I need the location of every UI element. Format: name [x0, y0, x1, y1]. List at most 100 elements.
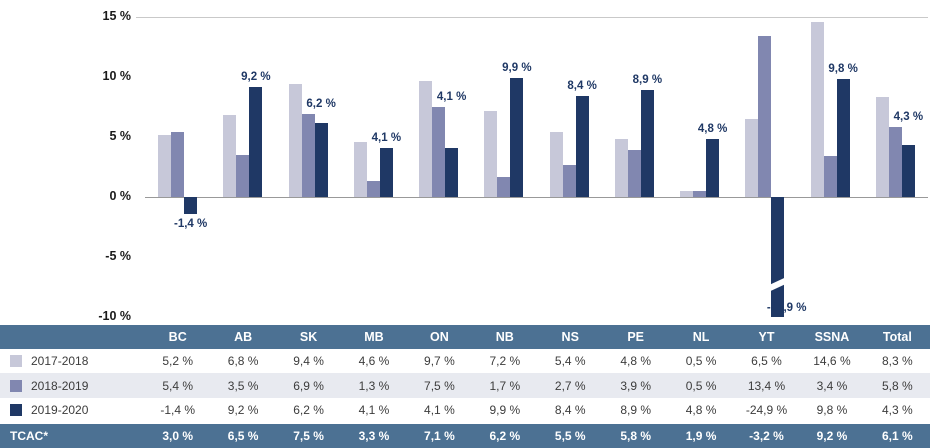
column-header-total: Total — [882, 330, 912, 345]
row-label-cell: 2018-2019 — [0, 373, 145, 397]
bar-2017-2018-pe — [614, 139, 628, 197]
bar-value-label: -24,9 % — [766, 302, 807, 314]
bar-2019-2020-ssna — [836, 79, 850, 197]
bar-2018-2019-ssna — [823, 156, 837, 197]
bar-group-ab: 9,2 % — [210, 17, 275, 317]
y-axis-tick-label: 10 % — [102, 69, 132, 83]
bar-group-total: 4,3 % — [863, 17, 928, 317]
y-axis: 15 % 10 % 5 % 0 % -5 % -10 % — [0, 0, 135, 325]
bar-2017-2018-ns — [549, 132, 563, 197]
bar-value-label: 9,8 % — [828, 63, 858, 76]
bar-2018-2019-sk — [301, 114, 315, 197]
bar-group-on: 4,1 % — [406, 17, 471, 317]
bar-group-ns: 8,4 % — [537, 17, 602, 317]
bar-2018-2019-nl — [693, 191, 707, 197]
bar-value-label: -1,4 % — [173, 217, 208, 230]
table-cell: 3,3 % — [358, 428, 390, 443]
bar-2018-2019-pe — [627, 150, 641, 197]
bar-2019-2020-nb — [510, 78, 524, 197]
bar-group-nb: 9,9 % — [471, 17, 536, 317]
table-cell: 1,3 % — [358, 378, 390, 393]
bar-2017-2018-yt — [745, 119, 759, 197]
table-cell: 7,5 % — [424, 378, 455, 393]
zero-axis-line — [145, 197, 928, 198]
table-row-2019-2020: 2019-2020 -1,4 % 9,2 % 6,2 % 4,1 % 4,1 % 9,9 %… — [0, 397, 930, 422]
y-axis-tick-label: -5 % — [105, 249, 131, 263]
column-header-pe: PE — [627, 330, 644, 345]
bar-value-label: 6,2 % — [306, 98, 336, 111]
bar-value-label: 9,2 % — [241, 70, 271, 83]
table-cell: 6,9 % — [293, 378, 324, 393]
row-label: TCAC* — [10, 428, 48, 443]
row-label-cell: TCAC* — [0, 424, 145, 448]
table-cell: 5,4 % — [554, 354, 586, 369]
column-header-nl: NL — [692, 330, 710, 345]
table-cell: 7,1 % — [424, 428, 455, 443]
table-cell: 9,7 % — [424, 354, 455, 369]
table-cell: 4,3 % — [882, 402, 913, 417]
bar-2017-2018-ssna — [810, 21, 824, 197]
column-header-sk: SK — [299, 330, 318, 345]
bar-group-bc: -1,4 % — [145, 17, 210, 317]
table-cell: 6,2 % — [293, 402, 324, 417]
table-cell: 9,4 % — [293, 354, 324, 369]
bar-2018-2019-nb — [497, 176, 511, 197]
bar-value-label: 4,3 % — [893, 111, 924, 124]
bar-value-label: 4,1 % — [371, 131, 402, 144]
table-cell: 5,4 % — [162, 378, 194, 393]
table-cell: 4,8 % — [685, 402, 717, 417]
grouped-bar-chart: 15 % 10 % 5 % 0 % -5 % -10 % -1,4 % 9,2 % 6,2 %… — [0, 0, 928, 325]
legend-swatch — [10, 379, 22, 392]
bar-2019-2020-on — [445, 147, 459, 197]
bar-2018-2019-yt — [758, 36, 772, 197]
table-row-2017-2018: 2017-2018 5,2 % 6,8 % 9,4 % 4,6 % 9,7 % 7,2 % 5… — [0, 349, 930, 374]
bar-2019-2020-ns — [575, 96, 589, 197]
table-cell: 6,5 % — [751, 354, 782, 369]
table-cell: -3,2 % — [749, 428, 784, 443]
data-table: BC AB SK MB ON NB NS PE NL YT SSNA Total 2017-2018 5,… — [0, 325, 930, 448]
bar-2019-2020-sk — [314, 122, 328, 197]
bar-value-label: 9,9 % — [502, 62, 532, 75]
table-cell: 9,2 % — [816, 428, 848, 443]
bar-2017-2018-sk — [288, 84, 302, 197]
table-cell: 14,6 % — [813, 354, 851, 369]
table-cell: 6,2 % — [489, 428, 521, 443]
bar-2019-2020-pe — [640, 90, 654, 197]
bar-2018-2019-mb — [366, 181, 380, 197]
bar-2018-2019-ab — [236, 155, 250, 197]
row-label-cell: 2019-2020 — [0, 398, 145, 422]
row-label: 2017-2018 — [31, 354, 89, 369]
table-cell: 3,0 % — [162, 428, 194, 443]
bar-value-label: 8,4 % — [567, 80, 597, 93]
table-cell: 8,4 % — [554, 402, 586, 417]
table-cell: 3,5 % — [227, 378, 259, 393]
y-axis-tick-label: -10 % — [98, 309, 131, 323]
legend-swatch — [10, 403, 22, 416]
table-cell: 6,5 % — [227, 428, 259, 443]
bar-group-ssna: 9,8 % — [798, 17, 863, 317]
top-gridline — [136, 17, 928, 18]
bar-group-pe: 8,9 % — [602, 17, 667, 317]
table-row-2018-2019: 2018-2019 5,4 % 3,5 % 6,9 % 1,3 % 7,5 % 1,7 % 2… — [0, 373, 930, 398]
table-cell: 7,2 % — [489, 354, 521, 369]
bar-2019-2020-bc — [184, 197, 198, 214]
column-header-bc: BC — [168, 330, 187, 345]
bar-2017-2018-ab — [223, 115, 237, 197]
table-cell: -1,4 % — [160, 402, 196, 417]
table-cell: 9,2 % — [227, 402, 259, 417]
table-cell: 9,9 % — [489, 402, 521, 417]
table-cell: 0,5 % — [685, 378, 717, 393]
bar-2019-2020-total — [901, 145, 915, 197]
table-cell: 5,8 % — [882, 378, 913, 393]
table-cell: 8,3 % — [882, 354, 913, 369]
column-header-ab: AB — [234, 330, 253, 345]
bar-2019-2020-mb — [379, 147, 393, 197]
plot-area: -1,4 % 9,2 % 6,2 % 4,1 % 4,1 % 9,9 % 8,4 % 8,9 … — [136, 17, 928, 317]
table-cell: 4,1 % — [358, 402, 390, 417]
bar-2017-2018-on — [419, 80, 433, 197]
row-label-cell: 2017-2018 — [0, 349, 145, 373]
bar-2017-2018-mb — [353, 141, 367, 197]
bar-group-sk: 6,2 % — [275, 17, 340, 317]
table-header-row: BC AB SK MB ON NB NS PE NL YT SSNA Total — [0, 325, 930, 350]
bar-group-nl: 4,8 % — [667, 17, 732, 317]
